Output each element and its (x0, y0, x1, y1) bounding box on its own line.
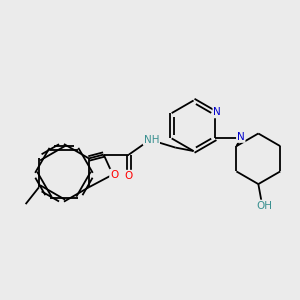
Text: O: O (125, 171, 133, 181)
Text: N: N (213, 107, 221, 117)
Text: OH: OH (257, 200, 273, 211)
Text: NH: NH (144, 135, 159, 145)
Text: N: N (237, 132, 244, 142)
Text: O: O (110, 169, 118, 180)
